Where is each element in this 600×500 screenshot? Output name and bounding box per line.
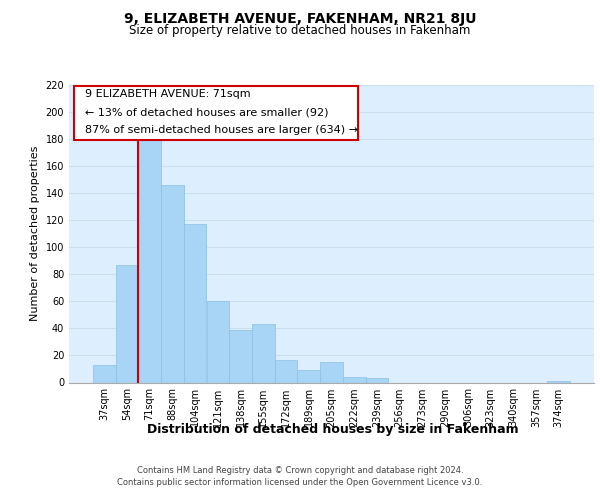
Bar [184, 224, 206, 382]
Text: 9, ELIZABETH AVENUE, FAKENHAM, NR21 8JU: 9, ELIZABETH AVENUE, FAKENHAM, NR21 8JU [124, 12, 476, 26]
Bar [252, 324, 275, 382]
Y-axis label: Number of detached properties: Number of detached properties [30, 146, 40, 322]
Bar [93, 365, 116, 382]
Text: Contains HM Land Registry data © Crown copyright and database right 2024.: Contains HM Land Registry data © Crown c… [137, 466, 463, 475]
FancyBboxPatch shape [74, 86, 358, 140]
Text: Contains public sector information licensed under the Open Government Licence v3: Contains public sector information licen… [118, 478, 482, 487]
Text: 9 ELIZABETH AVENUE: 71sqm: 9 ELIZABETH AVENUE: 71sqm [85, 90, 250, 100]
Text: Size of property relative to detached houses in Fakenham: Size of property relative to detached ho… [130, 24, 470, 37]
Bar [206, 302, 229, 382]
Bar [365, 378, 388, 382]
Bar [116, 265, 139, 382]
Bar [161, 185, 184, 382]
Bar [320, 362, 343, 382]
Text: 87% of semi-detached houses are larger (634) →: 87% of semi-detached houses are larger (… [85, 125, 358, 135]
Text: Distribution of detached houses by size in Fakenham: Distribution of detached houses by size … [147, 422, 519, 436]
Bar [275, 360, 298, 382]
Bar [547, 381, 570, 382]
Text: ← 13% of detached houses are smaller (92): ← 13% of detached houses are smaller (92… [85, 108, 328, 118]
Bar [343, 377, 365, 382]
Bar [139, 139, 161, 382]
Bar [298, 370, 320, 382]
Bar [229, 330, 252, 382]
